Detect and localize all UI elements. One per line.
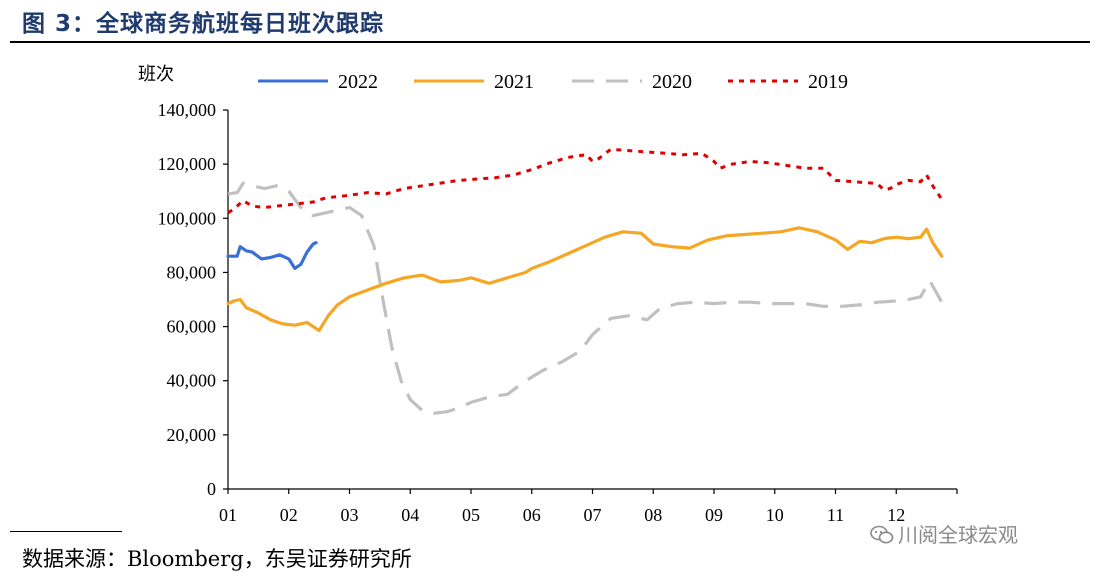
x-tick-label: 12 <box>887 505 905 525</box>
series-line-2020 <box>227 181 944 415</box>
x-tick-label: 03 <box>341 505 359 525</box>
top-rule <box>10 41 1090 43</box>
legend-label-2019: 2019 <box>808 71 848 93</box>
watermark: 川阅全球宏观 <box>870 519 1018 548</box>
legend-label-2022: 2022 <box>338 71 378 93</box>
x-tick-label: 04 <box>401 505 419 525</box>
series-line-2021 <box>226 226 944 333</box>
x-tick-label: 09 <box>705 505 723 525</box>
y-tick-label: 0 <box>207 479 216 499</box>
legend-label-2020: 2020 <box>652 71 692 93</box>
x-tick-label: 05 <box>462 505 480 525</box>
source-label: 数据来源： <box>22 547 127 571</box>
x-tick-label: 01 <box>219 505 237 525</box>
x-tick-label: 11 <box>827 505 844 525</box>
y-tick-label: 140,000 <box>158 100 217 120</box>
watermark-text: 川阅全球宏观 <box>898 523 1018 547</box>
x-tick-label: 10 <box>766 505 784 525</box>
bottom-rule <box>10 531 122 532</box>
y-tick-label: 60,000 <box>167 317 217 337</box>
x-tick-label: 02 <box>280 505 298 525</box>
legend-label-2021: 2021 <box>494 71 534 93</box>
series-line-2019 <box>227 147 944 215</box>
chart-legend: 2022 2021 2020 2019 <box>258 71 848 93</box>
y-axis-label: 班次 <box>138 64 174 85</box>
source-note: 数据来源：Bloomberg，东吴证券研究所 <box>22 543 412 573</box>
wechat-icon <box>870 525 894 544</box>
x-tick-label: 08 <box>644 505 662 525</box>
chart-series <box>226 147 944 415</box>
chart-axes: 0 20,000 40,000 60,000 80,000 100,000 120,000 1… <box>138 64 958 525</box>
y-tick-label: 120,000 <box>158 154 217 174</box>
y-tick-label: 100,000 <box>158 208 217 228</box>
source-text: Bloomberg，东吴证券研究所 <box>127 547 412 571</box>
figure-title: 图 3：全球商务航班每日班次跟踪 <box>22 11 385 37</box>
y-tick-label: 40,000 <box>167 371 217 391</box>
y-tick-label: 20,000 <box>167 425 217 445</box>
x-tick-label: 06 <box>523 505 541 525</box>
series-line-2022 <box>226 241 318 270</box>
x-tick-label: 07 <box>584 505 602 525</box>
y-tick-label: 80,000 <box>167 262 217 282</box>
